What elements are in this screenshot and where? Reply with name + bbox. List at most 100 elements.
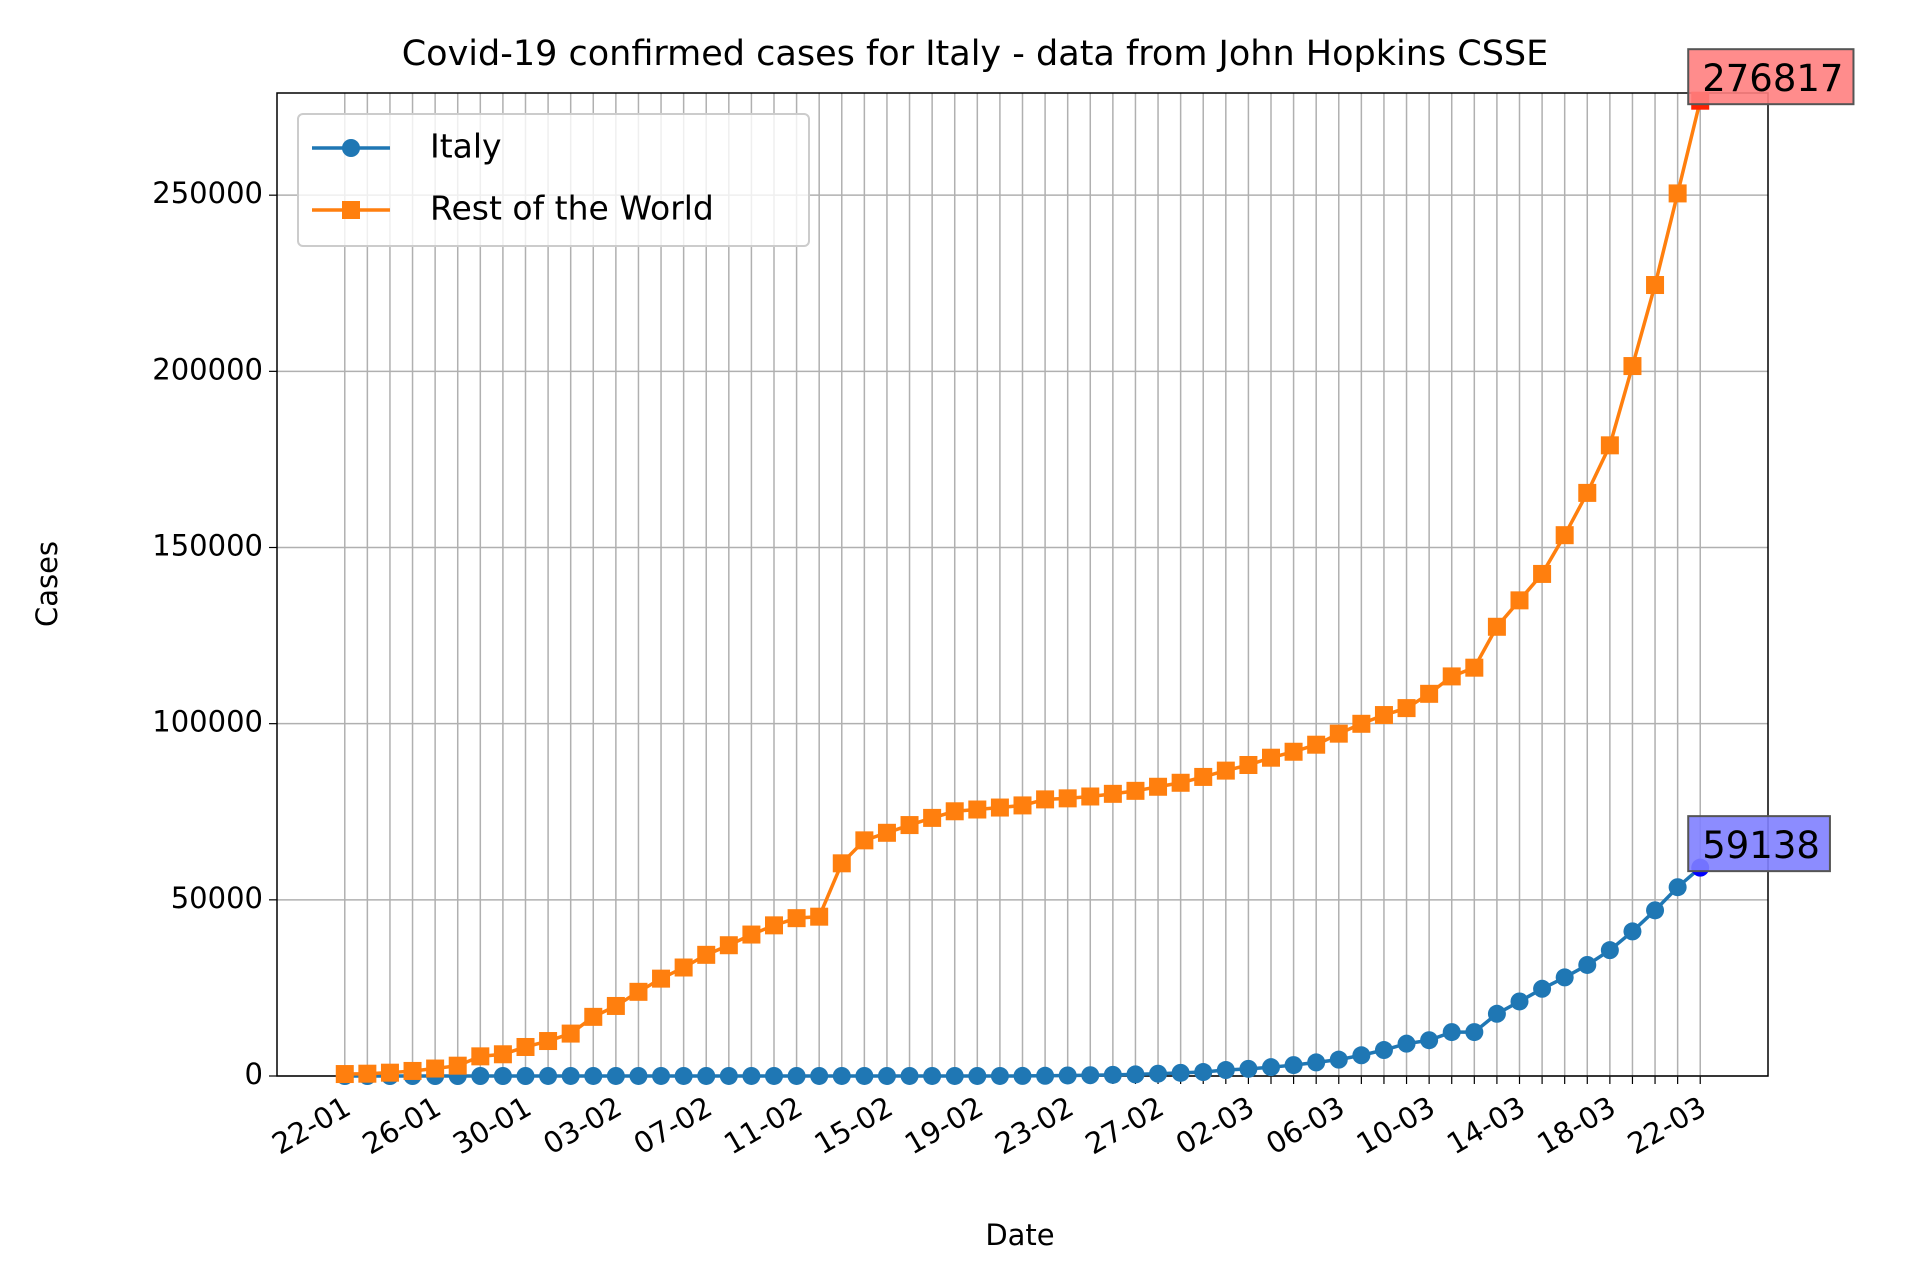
data-point	[968, 1066, 987, 1085]
annotation-box	[1687, 815, 1831, 873]
data-point	[1487, 1004, 1506, 1023]
data-point	[832, 854, 851, 873]
data-point	[471, 1067, 490, 1085]
data-point	[1171, 1063, 1190, 1082]
data-point	[1510, 992, 1529, 1011]
data-point	[877, 1066, 896, 1085]
y-axis-label: Cases	[30, 541, 64, 627]
data-point	[787, 909, 806, 928]
data-point	[877, 823, 896, 842]
y-tick-label: 150000	[152, 529, 263, 563]
data-point	[426, 1059, 445, 1078]
data-point	[1578, 483, 1597, 502]
data-point	[787, 1066, 806, 1085]
data-point	[1555, 968, 1574, 987]
annotation-text: 59138	[1702, 824, 1820, 867]
data-point	[1646, 276, 1665, 295]
data-point	[1533, 564, 1552, 583]
data-point	[1036, 1066, 1055, 1085]
data-point	[1578, 955, 1597, 974]
data-point	[1103, 1065, 1122, 1084]
data-point	[1352, 1046, 1371, 1065]
data-point	[493, 1045, 512, 1064]
x-axis-label: Date	[985, 1218, 1054, 1252]
data-point	[471, 1047, 490, 1066]
x-tick-label: 10-03	[1351, 1090, 1441, 1162]
data-point	[719, 936, 738, 955]
data-point	[1126, 781, 1145, 800]
data-point	[697, 1066, 716, 1085]
data-point	[1284, 1056, 1303, 1075]
data-point	[1352, 714, 1371, 733]
x-tick-label: 06-03	[1260, 1090, 1350, 1162]
data-point	[1149, 1064, 1168, 1083]
data-point	[1374, 706, 1393, 725]
data-point	[990, 798, 1009, 817]
data-point	[493, 1067, 512, 1085]
x-tick-label: 11-02	[718, 1090, 808, 1162]
data-point	[855, 831, 874, 850]
annotation: 276817	[1687, 48, 1855, 106]
data-point	[1036, 790, 1055, 809]
legend-marker	[342, 139, 360, 157]
legend-marker	[342, 201, 360, 219]
data-point	[923, 1066, 942, 1085]
data-point	[1533, 979, 1552, 998]
y-tick-label: 0	[245, 1057, 263, 1091]
x-tick-label: 19-02	[899, 1090, 989, 1162]
y-tick-label: 100000	[152, 705, 263, 739]
data-point	[606, 996, 625, 1015]
data-point	[1284, 742, 1303, 761]
data-point	[810, 1066, 829, 1085]
data-point	[1126, 1065, 1145, 1084]
legend: Italy Rest of the World	[297, 113, 810, 247]
data-point	[1374, 1041, 1393, 1060]
data-point	[742, 925, 761, 944]
data-point	[380, 1063, 399, 1082]
data-point	[1420, 684, 1439, 703]
data-point	[1329, 724, 1348, 743]
data-point	[968, 800, 987, 819]
data-point	[561, 1024, 580, 1043]
data-point	[358, 1064, 377, 1083]
data-point	[1487, 617, 1506, 636]
data-point	[742, 1066, 761, 1085]
data-point	[1194, 767, 1213, 786]
data-point	[900, 1066, 919, 1085]
data-point	[1216, 761, 1235, 780]
data-point	[1262, 748, 1280, 767]
data-point	[1442, 1023, 1461, 1042]
data-point	[1465, 658, 1484, 677]
x-tick-label: 27-02	[1080, 1090, 1170, 1162]
data-point	[1216, 1061, 1235, 1080]
annotation: 59138	[1687, 815, 1831, 873]
data-point	[1465, 1023, 1484, 1042]
data-point	[1646, 901, 1665, 920]
data-point	[1081, 787, 1100, 806]
data-point	[1600, 436, 1619, 455]
y-tick-label: 200000	[152, 352, 263, 386]
data-point	[900, 816, 919, 835]
data-point	[448, 1056, 467, 1075]
data-point	[945, 1066, 964, 1085]
data-point	[1058, 789, 1077, 808]
data-point	[1668, 184, 1687, 203]
data-point	[1307, 735, 1326, 754]
data-point	[945, 802, 964, 821]
data-point	[674, 958, 693, 977]
data-point	[652, 1066, 671, 1085]
x-tick-label: 30-01	[447, 1090, 537, 1162]
data-point	[1081, 1066, 1100, 1085]
x-tick-label: 26-01	[357, 1090, 447, 1162]
legend-label: Rest of the World	[430, 189, 714, 228]
data-point	[697, 945, 716, 964]
annotation-box	[1687, 48, 1855, 106]
x-tick-label: 03-02	[537, 1090, 627, 1162]
data-point	[1510, 591, 1529, 610]
data-point	[539, 1066, 558, 1085]
data-point	[561, 1066, 580, 1085]
legend-frame	[297, 113, 810, 247]
data-point	[1420, 1031, 1439, 1050]
x-tick-label: 14-03	[1441, 1090, 1531, 1162]
data-point	[855, 1066, 874, 1085]
